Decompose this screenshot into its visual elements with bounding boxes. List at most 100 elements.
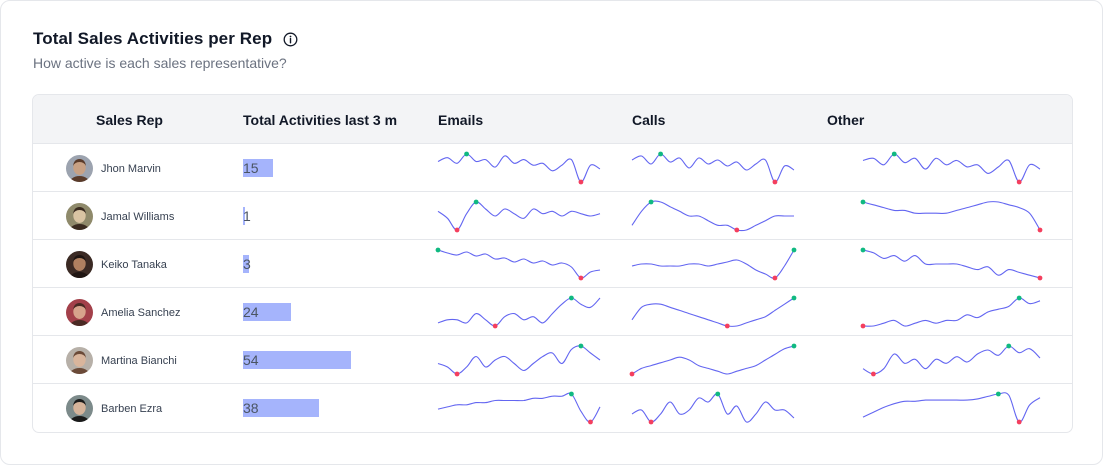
- sparkline-path: [631, 200, 794, 232]
- other-sparkline: [862, 391, 1041, 425]
- sparkline-max-point: [1016, 295, 1022, 301]
- avatar: [66, 203, 93, 230]
- sparkline-path: [862, 153, 1041, 183]
- total-activities-value: 38: [243, 400, 259, 416]
- sparkline-max-point: [860, 247, 866, 253]
- column-header-other[interactable]: Other: [827, 112, 865, 128]
- sparkline-max-point: [791, 247, 797, 253]
- sparkline-max-point: [578, 343, 584, 349]
- rep-name: Jhon Marvin: [101, 163, 161, 175]
- emails-sparkline: [437, 151, 601, 185]
- sparkline-min-point: [454, 227, 460, 233]
- emails-sparkline: [437, 199, 601, 233]
- calls-sparkline: [631, 391, 795, 425]
- sparkline-path: [862, 201, 1041, 231]
- table-row[interactable]: Jamal Williams 1: [33, 191, 1072, 239]
- total-activities-value: 24: [243, 304, 259, 320]
- sparkline-path: [862, 297, 1041, 327]
- table-row[interactable]: Martina Bianchi 54: [33, 335, 1072, 383]
- total-activities-value: 1: [243, 208, 251, 224]
- sparkline-path: [437, 201, 601, 231]
- other-sparkline: [862, 151, 1041, 185]
- sparkline-min-point: [871, 371, 876, 377]
- rep-name: Keiko Tanaka: [101, 259, 167, 271]
- sparkline-path: [862, 345, 1041, 375]
- sparkline-min-point: [648, 419, 654, 425]
- avatar: [66, 299, 93, 326]
- table-row[interactable]: Jhon Marvin 15: [33, 143, 1072, 191]
- sparkline-min-point: [492, 323, 498, 329]
- total-activities-value: 3: [243, 256, 251, 272]
- sparkline-max-point: [715, 391, 721, 397]
- sparkline-path: [631, 345, 795, 375]
- sparkline-max-point: [569, 295, 574, 301]
- avatar: [66, 347, 93, 374]
- sparkline-max-point: [1006, 343, 1012, 349]
- sparkline-max-point: [648, 199, 654, 205]
- sparkline-min-point: [734, 227, 740, 233]
- column-header-total-activities[interactable]: Total Activities last 3 m: [243, 112, 398, 128]
- avatar: [66, 395, 93, 422]
- sparkline-path: [631, 249, 795, 279]
- sparkline-min-point: [629, 371, 635, 377]
- total-activities-bar: [243, 351, 351, 369]
- sparkline-path: [437, 153, 601, 183]
- sparkline-path: [631, 297, 795, 327]
- rep-name: Amelia Sanchez: [101, 307, 181, 319]
- calls-sparkline: [631, 151, 795, 185]
- other-sparkline: [860, 295, 1041, 329]
- column-header-calls[interactable]: Calls: [632, 112, 666, 128]
- sparkline-max-point: [995, 391, 1001, 397]
- sparkline-min-point: [1037, 227, 1043, 233]
- table-row[interactable]: Amelia Sanchez 24: [33, 287, 1072, 335]
- sparkline-min-point: [588, 419, 593, 425]
- sparkline-min-point: [1037, 275, 1043, 281]
- sparkline-path: [631, 393, 795, 423]
- other-sparkline: [860, 247, 1043, 281]
- sparkline-max-point: [569, 391, 574, 397]
- card-title: Total Sales Activities per Rep: [33, 29, 273, 48]
- total-activities-bar: [243, 303, 291, 321]
- total-activities-value: 15: [243, 160, 259, 176]
- table-header: Sales Rep Total Activities last 3 m Emai…: [33, 95, 1072, 143]
- calls-sparkline: [629, 343, 797, 377]
- calls-sparkline: [631, 199, 794, 233]
- sparkline-min-point: [772, 179, 778, 185]
- sparkline-max-point: [658, 151, 663, 157]
- sparkline-path: [437, 345, 601, 375]
- calls-sparkline: [631, 247, 797, 281]
- sparkline-path: [437, 297, 601, 327]
- other-sparkline: [862, 343, 1041, 377]
- sparkline-path: [437, 392, 601, 423]
- total-activities-bar: [243, 207, 245, 225]
- sparkline-max-point: [435, 247, 441, 253]
- card-header: Total Sales Activities per Rep: [33, 29, 298, 49]
- sparkline-max-point: [860, 199, 866, 205]
- sparkline-path: [862, 249, 1041, 279]
- sparkline-min-point: [1016, 179, 1022, 185]
- sparkline-min-point: [724, 323, 730, 329]
- table-row[interactable]: Keiko Tanaka 3: [33, 239, 1072, 287]
- sparkline-path: [437, 249, 601, 279]
- sparkline-min-point: [860, 323, 866, 329]
- column-header-emails[interactable]: Emails: [438, 112, 484, 128]
- sparkline-max-point: [791, 295, 797, 301]
- total-activities-bar: [243, 399, 319, 417]
- other-sparkline: [860, 199, 1043, 233]
- sparkline-min-point: [454, 371, 460, 377]
- sparkline-min-point: [578, 275, 584, 281]
- total-activities-bar: [243, 159, 273, 177]
- rep-name: Jamal Williams: [101, 211, 175, 223]
- table-row[interactable]: Barben Ezra 38: [33, 383, 1072, 431]
- sparkline-min-point: [1016, 419, 1022, 425]
- emails-sparkline: [437, 343, 601, 377]
- calls-sparkline: [631, 295, 797, 329]
- card-subtitle: How active is each sales representative?: [33, 55, 287, 71]
- sparkline-path: [862, 392, 1041, 423]
- emails-sparkline: [435, 247, 601, 281]
- column-header-sales-rep[interactable]: Sales Rep: [96, 112, 163, 128]
- info-icon[interactable]: [283, 32, 298, 47]
- emails-sparkline: [437, 391, 601, 425]
- sparkline-max-point: [891, 151, 897, 157]
